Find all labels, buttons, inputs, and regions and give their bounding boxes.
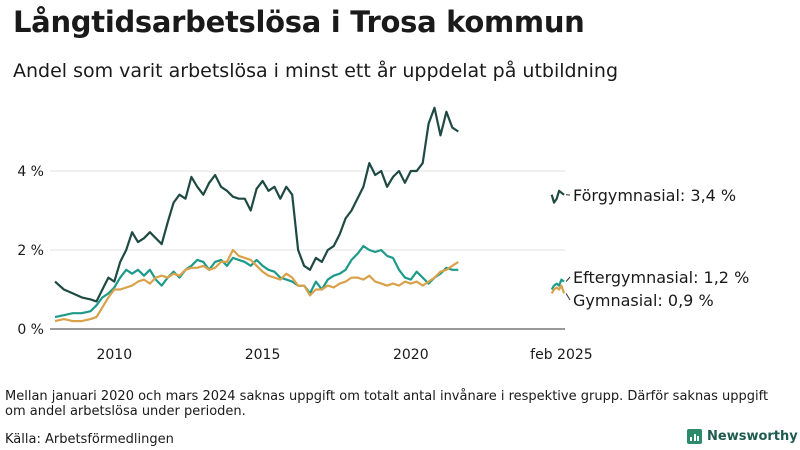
series-line-förgymnasial: [550, 189, 565, 204]
grid-lines: [50, 170, 565, 330]
chart-title: Långtidsarbetslösa i Trosa kommun: [13, 5, 585, 39]
series-line-förgymnasial: [54, 106, 459, 303]
series-line-eftergymnasial: [54, 245, 459, 319]
bar-chart-icon: [687, 429, 702, 444]
brand-name: Newsworthy: [707, 429, 798, 444]
x-tick-label: feb 2025: [530, 347, 593, 363]
series-end-label: Förgymnasial: 3,4 %: [573, 186, 736, 205]
series-labels: Förgymnasial: 3,4 % Eftergymnasial: 1,2 %…: [565, 186, 749, 310]
series-end-label: Eftergymnasial: 1,2 %: [573, 268, 749, 287]
series-lines: [54, 106, 566, 323]
source-text: Källa: Arbetsförmedlingen: [5, 432, 174, 447]
y-tick-label: 4 %: [17, 164, 44, 180]
newsworthy-logo: Newsworthy: [687, 429, 798, 444]
chart-subtitle: Andel som varit arbetslösa i minst ett å…: [13, 60, 619, 82]
series-line-gymnasial: [54, 248, 459, 323]
series-line-eftergymnasial: [550, 278, 565, 291]
line-chart: 0 % 2 % 4 % 2010 2015 2020 feb 2025 Förgymnas…: [17, 106, 749, 363]
label-leader: [565, 293, 571, 301]
y-tick-label: 2 %: [17, 243, 44, 259]
x-tick-label: 2010: [96, 347, 132, 363]
y-tick-label: 0 %: [17, 322, 44, 338]
x-tick-label: 2015: [245, 347, 281, 363]
y-axis: 0 % 2 % 4 %: [17, 164, 44, 338]
series-line-gymnasial: [550, 284, 566, 294]
label-leader: [565, 276, 571, 282]
x-axis: 2010 2015 2020 feb 2025: [96, 347, 592, 363]
series-end-label: Gymnasial: 0,9 %: [573, 291, 714, 310]
x-tick-label: 2020: [393, 347, 429, 363]
footnote: Mellan januari 2020 och mars 2024 saknas…: [5, 389, 769, 419]
